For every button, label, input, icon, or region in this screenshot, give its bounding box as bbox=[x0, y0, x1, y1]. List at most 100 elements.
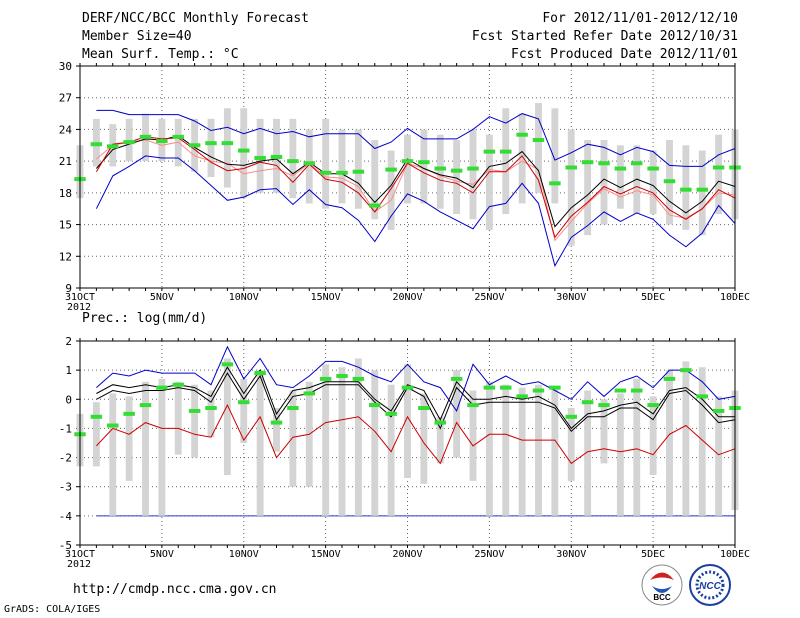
year-label: 2012 bbox=[67, 559, 91, 570]
y-tick-label: -1 bbox=[59, 422, 72, 435]
grads-credit: GrADS: COLA/IGES bbox=[4, 604, 101, 615]
spread-bar bbox=[371, 370, 379, 516]
ncc-logo-text: NCC bbox=[699, 581, 721, 592]
x-tick-label: 25NOV bbox=[474, 292, 504, 303]
spread-bar bbox=[633, 378, 641, 516]
logos: BCC NCC bbox=[641, 564, 731, 606]
series-mean bbox=[96, 366, 735, 430]
median-marker bbox=[680, 187, 692, 192]
median-marker bbox=[107, 144, 119, 149]
x-tick-label: 10DEC bbox=[720, 292, 750, 303]
median-marker bbox=[385, 411, 397, 416]
spread-bar bbox=[453, 140, 461, 214]
y-tick-label: 18 bbox=[59, 187, 72, 200]
median-marker bbox=[90, 414, 103, 419]
x-tick-label: 30NOV bbox=[556, 549, 586, 560]
median-marker bbox=[532, 138, 545, 142]
median-marker bbox=[385, 167, 397, 172]
x-tick-label: 25NOV bbox=[474, 549, 504, 560]
fcst-started-date: Fcst Started Refer Date 2012/10/31 bbox=[471, 29, 738, 44]
median-marker bbox=[696, 187, 708, 192]
spread-bar bbox=[256, 118, 264, 193]
spread-bar bbox=[666, 370, 673, 516]
spread-bar bbox=[387, 384, 395, 516]
spread-bar bbox=[387, 150, 395, 230]
spread-bar bbox=[649, 396, 657, 476]
median-marker bbox=[336, 170, 348, 175]
spread-bar bbox=[518, 113, 526, 204]
spread-bar bbox=[142, 381, 149, 516]
median-marker bbox=[483, 385, 496, 390]
median-marker bbox=[614, 388, 627, 393]
median-marker bbox=[434, 420, 446, 425]
source-url[interactable]: http://cmdp.ncc.cma.gov.cn bbox=[73, 582, 277, 597]
median-marker bbox=[303, 391, 315, 396]
spread-bar bbox=[322, 364, 330, 516]
median-marker bbox=[107, 423, 119, 428]
x-tick-label: 20NOV bbox=[392, 549, 422, 560]
spread-bar bbox=[289, 118, 297, 199]
spread-bar bbox=[535, 384, 542, 516]
member-size: Member Size=40 bbox=[82, 29, 192, 44]
median-marker bbox=[467, 403, 479, 408]
prec-title: Prec.: log(mm/d) bbox=[82, 311, 207, 326]
median-marker bbox=[369, 403, 381, 408]
spread-bar bbox=[600, 399, 608, 464]
median-marker bbox=[123, 411, 135, 416]
x-tick-label: 5DEC bbox=[641, 549, 665, 560]
median-marker bbox=[565, 414, 577, 419]
spread-bar bbox=[223, 358, 231, 476]
series-upper bbox=[96, 345, 736, 412]
spread-bar bbox=[305, 129, 313, 204]
spread-bar bbox=[535, 103, 542, 193]
median-marker bbox=[238, 148, 250, 153]
y-tick-label: 30 bbox=[59, 60, 72, 73]
spread-bar bbox=[404, 364, 411, 478]
median-marker bbox=[254, 155, 266, 160]
ncc-logo: NCC bbox=[689, 564, 731, 606]
median-marker bbox=[450, 376, 463, 381]
median-marker bbox=[401, 385, 414, 390]
temperature-panel: 9 12 15 18 21 24 27 30 31OCT 5NOV 10NOV 15NOV 20NOV 2… bbox=[59, 60, 750, 313]
median-marker bbox=[221, 362, 234, 367]
median-marker bbox=[270, 420, 283, 425]
x-tick-label: 5NOV bbox=[150, 549, 174, 560]
spread-bar bbox=[420, 129, 428, 204]
spread-bar bbox=[502, 384, 510, 516]
spread-bar bbox=[485, 134, 493, 230]
spread-bar bbox=[715, 396, 723, 516]
spread-bar bbox=[125, 396, 133, 481]
spread-bar bbox=[485, 381, 493, 516]
median-marker bbox=[172, 382, 184, 387]
median-marker bbox=[205, 406, 217, 411]
spread-bar bbox=[92, 402, 100, 467]
median-marker bbox=[712, 408, 725, 413]
bcc-logo: BCC bbox=[641, 564, 683, 606]
spread-bar bbox=[125, 118, 133, 162]
x-tick-label: 30NOV bbox=[556, 292, 586, 303]
x-tick-label: 15NOV bbox=[311, 549, 341, 560]
series-lower bbox=[95, 155, 736, 268]
spread-bar bbox=[420, 393, 428, 484]
spread-bar bbox=[289, 390, 297, 487]
series-red bbox=[95, 136, 736, 239]
median-marker bbox=[270, 154, 283, 159]
median-marker bbox=[254, 371, 266, 376]
median-marker bbox=[172, 134, 184, 139]
x-tick-label: 10DEC bbox=[720, 549, 750, 560]
median-marker bbox=[352, 169, 365, 174]
median-marker bbox=[303, 161, 315, 166]
median-marker bbox=[663, 376, 676, 381]
median-marker bbox=[647, 166, 659, 171]
median-marker bbox=[319, 376, 332, 381]
median-marker bbox=[516, 132, 528, 137]
median-marker bbox=[319, 170, 332, 175]
median-marker bbox=[352, 376, 365, 381]
spread-bar bbox=[567, 129, 575, 246]
spread-bar bbox=[223, 108, 231, 188]
spread-bar bbox=[256, 370, 264, 516]
forecast-period: For 2012/11/01-2012/12/10 bbox=[542, 11, 738, 26]
median-marker bbox=[647, 403, 659, 408]
median-marker bbox=[123, 140, 135, 145]
